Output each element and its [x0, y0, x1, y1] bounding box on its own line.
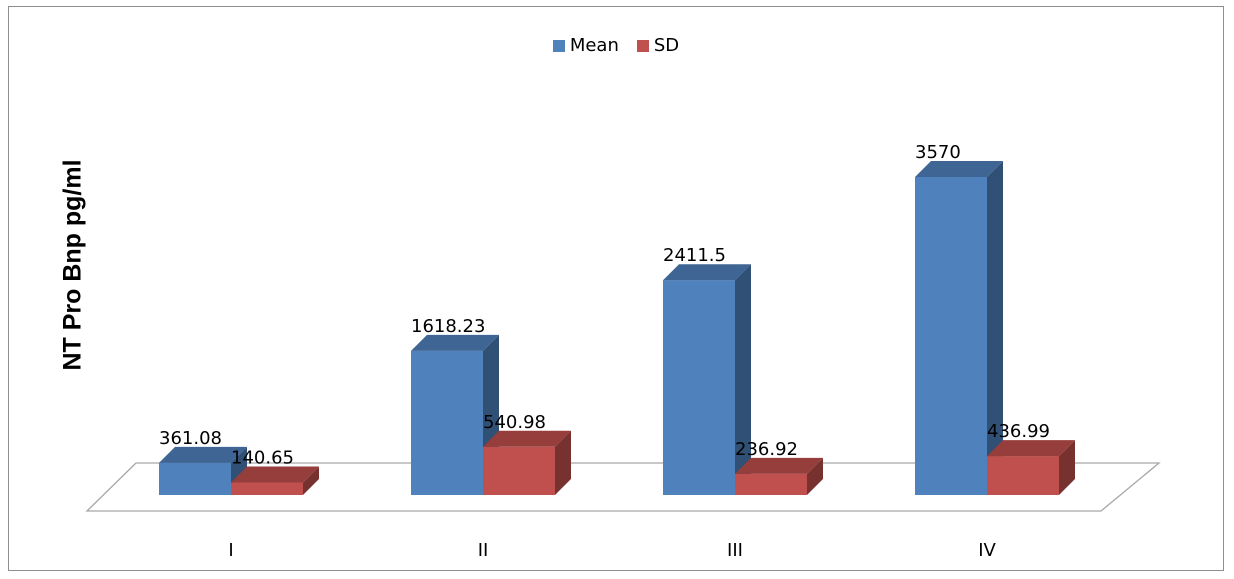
bar-sd-3-front: [735, 473, 807, 495]
bar-sd-1-top: [231, 466, 319, 483]
bar-sd-4-top: [987, 440, 1075, 457]
bar-sd-4-front: [987, 456, 1059, 495]
data-label-sd-3: 236.92: [735, 439, 798, 460]
bar-sd-2-top: [483, 430, 571, 447]
data-label-mean-3: 2411.5: [663, 245, 726, 266]
legend-swatch-mean: [552, 39, 565, 52]
legend: Mean SD: [9, 35, 1223, 56]
bar-mean-3-side: [735, 264, 751, 495]
bar-sd-2-front: [483, 446, 555, 495]
data-label-sd-1: 140.65: [231, 447, 294, 468]
x-tick-label-1: I: [228, 540, 233, 561]
data-label-mean-2: 1618.23: [411, 316, 485, 337]
legend-label-mean: Mean: [569, 35, 619, 56]
x-tick-label-3: III: [727, 540, 743, 561]
data-label-sd-4: 436.99: [987, 421, 1050, 442]
bar-mean-2-front: [411, 350, 483, 495]
bar-mean-2-top: [411, 334, 499, 351]
legend-item-sd: SD: [636, 35, 680, 56]
chart-floor: [85, 462, 1161, 512]
legend-label-sd: SD: [653, 35, 680, 56]
bar-mean-3-front: [663, 280, 735, 495]
bar-sd-3-side: [807, 457, 823, 495]
bar-mean-4-top: [915, 161, 1003, 177]
bar-mean-1-front: [159, 462, 231, 495]
bar-sd-1-side: [303, 466, 319, 495]
bar-mean-4-front: [915, 177, 987, 495]
bar-sd-4-side: [1059, 440, 1075, 495]
bar-mean-3-top: [663, 264, 751, 281]
data-label-sd-2: 540.98: [483, 412, 546, 433]
bar-sd-2-side: [555, 430, 571, 495]
data-label-mean-4: 3570: [915, 142, 961, 163]
bar-sd-1-front: [231, 482, 303, 495]
bar-mean-4-side: [987, 161, 1003, 495]
bar-mean-1-top: [159, 446, 247, 463]
x-tick-label-4: IV: [978, 540, 996, 561]
legend-item-mean: Mean: [552, 35, 619, 56]
data-label-mean-1: 361.08: [159, 428, 222, 449]
legend-swatch-sd: [636, 39, 649, 52]
bar-sd-3-top: [735, 457, 823, 474]
x-tick-label-2: II: [478, 540, 489, 561]
